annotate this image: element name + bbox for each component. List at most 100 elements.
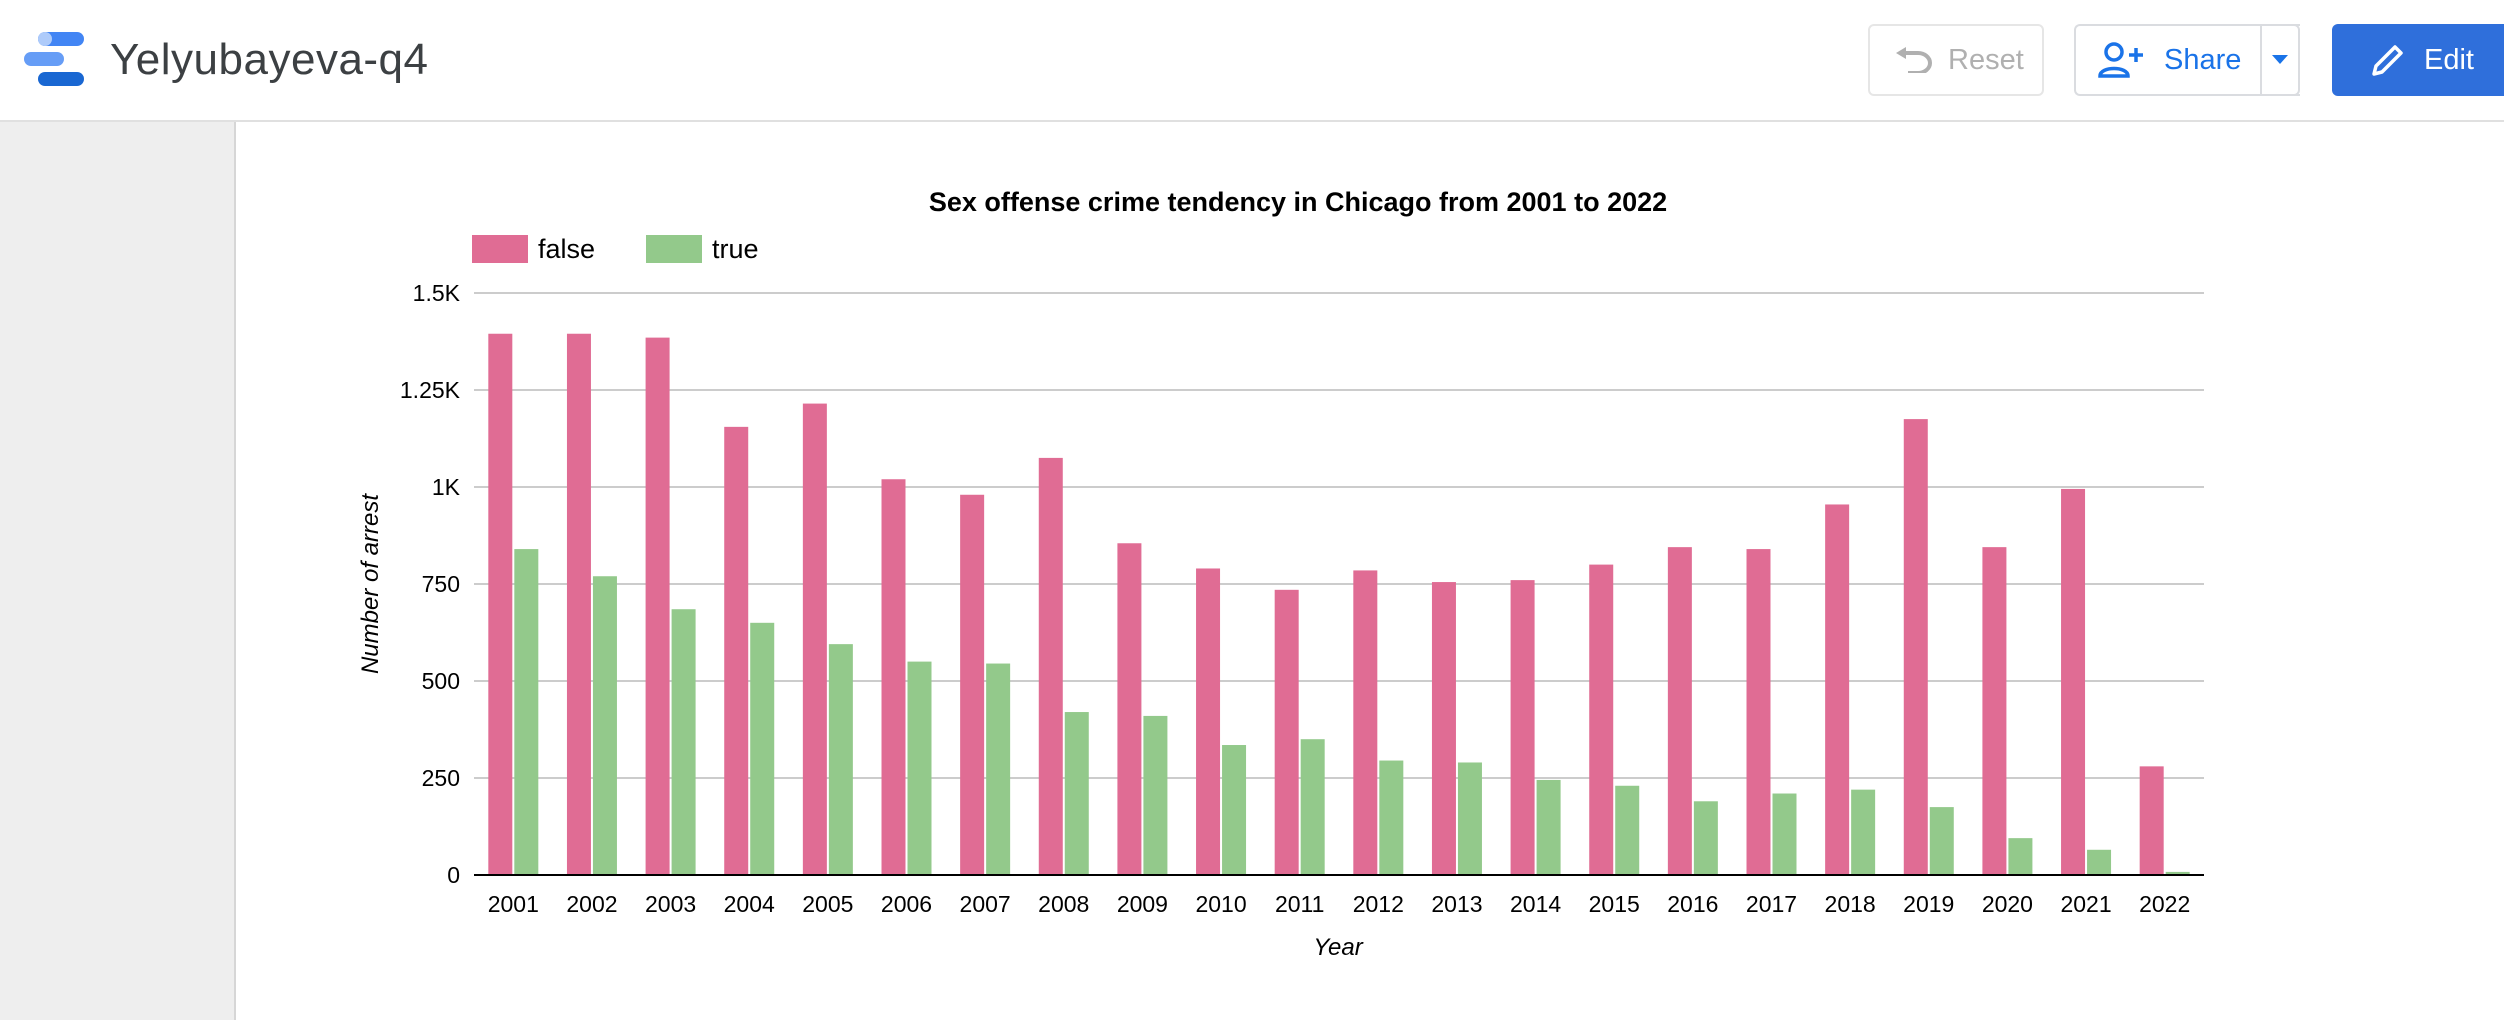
bar-true-2013[interactable] [1457, 762, 1482, 875]
x-tick-label: 2021 [2060, 891, 2111, 917]
bar-false-2011[interactable] [1274, 589, 1299, 875]
x-tick-label: 2022 [2139, 891, 2190, 917]
bar-false-2020[interactable] [1982, 547, 2007, 875]
x-tick-label: 2013 [1431, 891, 1482, 917]
bar-true-2016[interactable] [1693, 801, 1718, 875]
edit-label: Edit [2424, 43, 2474, 76]
bar-false-2010[interactable] [1196, 568, 1221, 875]
x-tick-label: 2008 [1038, 891, 1089, 917]
x-tick-label: 2009 [1117, 891, 1168, 917]
y-tick-label: 1K [432, 474, 461, 500]
bar-false-2005[interactable] [802, 403, 827, 875]
share-dropdown-button[interactable] [2260, 24, 2300, 96]
bar-false-2018[interactable] [1825, 504, 1850, 875]
bar-false-2017[interactable] [1746, 549, 1771, 875]
bar-false-2015[interactable] [1589, 564, 1614, 875]
x-tick-label: 2018 [1825, 891, 1876, 917]
x-tick-label: 2007 [960, 891, 1011, 917]
looker-studio-logo-icon[interactable] [24, 30, 86, 88]
x-tick-label: 2005 [802, 891, 853, 917]
x-tick-label: 2006 [881, 891, 932, 917]
x-tick-label: 2011 [1275, 891, 1324, 917]
bars [474, 333, 2204, 876]
x-tick-label: 2002 [566, 891, 617, 917]
share-button[interactable]: Share [2074, 24, 2300, 96]
bar-true-2009[interactable] [1143, 715, 1168, 875]
bar-true-2019[interactable] [1929, 807, 1954, 875]
bar-true-2021[interactable] [2087, 849, 2112, 875]
bar-false-2014[interactable] [1510, 580, 1535, 875]
bar-false-2002[interactable] [566, 333, 591, 875]
bar-false-2003[interactable] [645, 337, 670, 875]
chart-legend: false true [472, 234, 759, 264]
chart-title: Sex offense crime tendency in Chicago fr… [929, 187, 1667, 217]
bar-true-2007[interactable] [986, 663, 1011, 875]
bar-false-2009[interactable] [1117, 543, 1142, 875]
x-tick-label: 2004 [724, 891, 775, 917]
bar-true-2018[interactable] [1851, 789, 1876, 875]
bar-true-2001[interactable] [514, 549, 539, 875]
bar-true-2015[interactable] [1615, 785, 1640, 875]
undo-icon [1896, 47, 1932, 73]
top-bar: Yelyubayeva-q4 Reset Share Edit [0, 0, 2504, 122]
reset-button[interactable]: Reset [1868, 24, 2044, 96]
report-title: Yelyubayeva-q4 [110, 35, 429, 84]
x-tick-label: 2001 [488, 891, 539, 917]
y-axis-label: Number of arrest [357, 493, 384, 674]
bar-false-2006[interactable] [881, 479, 906, 875]
share-label: Share [2164, 43, 2242, 76]
bar-false-2016[interactable] [1667, 547, 1692, 875]
x-tick-label: 2020 [1982, 891, 2033, 917]
bar-chart: Sex offense crime tendency in Chicago fr… [357, 187, 2204, 961]
bar-false-2012[interactable] [1353, 570, 1378, 875]
bar-true-2004[interactable] [750, 622, 775, 875]
bar-false-2013[interactable] [1431, 582, 1456, 875]
bar-false-2001[interactable] [488, 333, 513, 875]
bar-true-2020[interactable] [2008, 838, 2033, 875]
bar-true-2014[interactable] [1536, 779, 1561, 875]
bar-true-2012[interactable] [1379, 760, 1404, 875]
bar-true-2011[interactable] [1300, 739, 1325, 875]
bar-true-2003[interactable] [671, 609, 696, 875]
bar-true-2022[interactable] [2165, 871, 2190, 875]
x-tick-label: 2003 [645, 891, 696, 917]
x-tick-label: 2019 [1903, 891, 1954, 917]
bar-false-2007[interactable] [960, 494, 985, 875]
bar-true-2010[interactable] [1222, 745, 1247, 875]
y-tick-label: 1.5K [413, 280, 461, 306]
x-tick-label: 2016 [1667, 891, 1718, 917]
bar-true-2017[interactable] [1772, 793, 1797, 875]
bar-false-2022[interactable] [2139, 766, 2164, 875]
bar-true-2008[interactable] [1064, 712, 1089, 875]
y-axis-ticks: 0 250 500 750 1K 1.25K 1.5K [400, 280, 461, 888]
edit-button[interactable]: Edit [2332, 24, 2504, 96]
x-axis-ticks: 2001 2002 2003 2004 2005 2006 2007 2008 2009 2010… [488, 891, 2191, 917]
bar-false-2019[interactable] [1903, 419, 1928, 875]
y-tick-label: 500 [422, 668, 460, 694]
reset-label: Reset [1948, 43, 2024, 76]
pencil-icon [2372, 45, 2403, 76]
bar-true-2006[interactable] [907, 661, 932, 875]
x-axis-label: Year [1313, 934, 1363, 961]
x-tick-label: 2015 [1589, 891, 1640, 917]
x-tick-label: 2010 [1195, 891, 1246, 917]
y-tick-label: 250 [422, 765, 460, 791]
y-tick-label: 1.25K [400, 377, 461, 403]
caret-down-icon [2272, 55, 2288, 64]
x-tick-label: 2014 [1510, 891, 1561, 917]
bar-false-2008[interactable] [1038, 457, 1063, 875]
report-canvas: Sex offense crime tendency in Chicago fr… [238, 122, 2504, 1020]
bar-true-2002[interactable] [592, 576, 617, 875]
legend-label-true[interactable]: true [712, 234, 759, 264]
legend-label-false[interactable]: false [538, 234, 595, 264]
bar-true-2005[interactable] [828, 644, 853, 875]
y-tick-label: 750 [422, 571, 460, 597]
left-panel [0, 122, 236, 1020]
add-person-icon [2098, 42, 2143, 78]
x-tick-label: 2012 [1353, 891, 1404, 917]
legend-swatch-true [646, 235, 702, 263]
legend-swatch-false [472, 235, 528, 263]
bar-false-2004[interactable] [724, 426, 749, 875]
x-tick-label: 2017 [1746, 891, 1797, 917]
bar-false-2021[interactable] [2061, 488, 2086, 875]
